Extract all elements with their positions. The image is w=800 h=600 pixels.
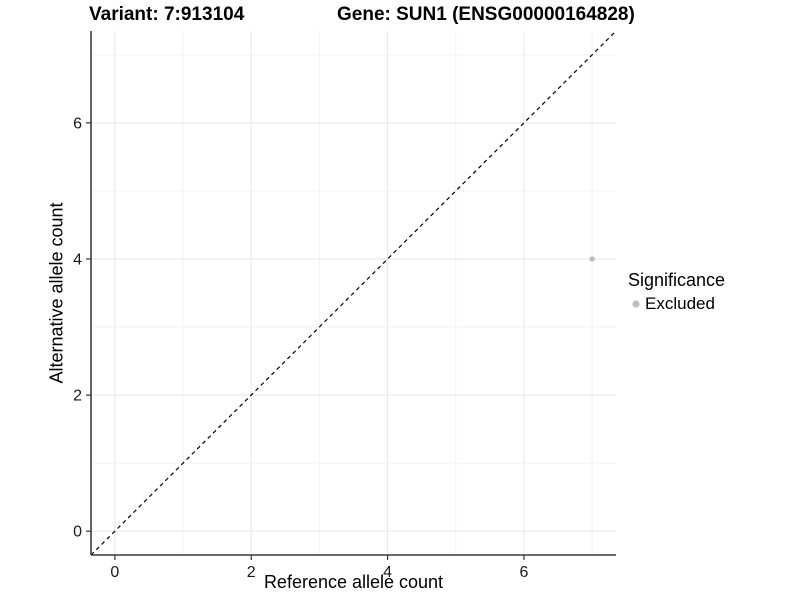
x-tick-label: 0 — [110, 564, 119, 581]
legend: Significance Excluded — [628, 270, 725, 314]
legend-item-excluded: Excluded — [628, 294, 725, 314]
legend-key-dot-icon — [632, 300, 640, 308]
y-axis-title: Alternative allele count — [46, 202, 67, 384]
variant-title: Variant: 7:913104 — [89, 4, 245, 25]
y-tick-label: 6 — [73, 115, 82, 132]
identity-line — [90, 30, 617, 556]
x-tick-label: 6 — [520, 564, 529, 581]
x-axis-title: Reference allele count — [263, 572, 444, 592]
data-point — [589, 256, 595, 262]
y-tick-label: 2 — [73, 388, 82, 405]
x-tick-label: 4 — [383, 564, 392, 581]
y-tick-label: 4 — [73, 251, 82, 268]
gene-title: Gene: SUN1 (ENSG00000164828) — [337, 4, 635, 25]
legend-title: Significance — [628, 270, 726, 290]
x-tick-label: 2 — [247, 564, 256, 581]
y-tick-label: 0 — [73, 524, 82, 541]
legend-item-label: Excluded — [645, 294, 715, 313]
